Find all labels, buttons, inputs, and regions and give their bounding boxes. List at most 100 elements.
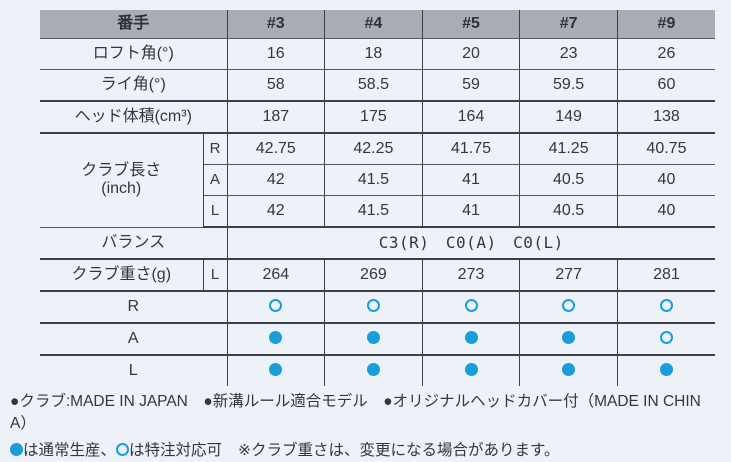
legend-line: は通常生産、 は特注対応可 ※クラブ重さは、変更になる場合があります。 (10, 440, 705, 462)
club-spec-sheet: 番手 #3 #4 #5 #7 #9 ロフト角(°) 16 18 20 23 26 ライ角(°) 58 58.… (0, 10, 731, 462)
availability-mark (519, 291, 618, 324)
col-header-4: #4 (324, 10, 423, 39)
spec-value: 16 (226, 38, 325, 70)
spec-value: 187 (226, 101, 325, 134)
filled-circle-icon (10, 443, 23, 456)
filled-circle-icon (269, 330, 283, 344)
availability-flex-label-L: L (128, 361, 138, 379)
row-label: ヘッド体積(cm³) (40, 101, 228, 134)
col-header-9: #9 (616, 10, 715, 39)
length-value: 41.5 (324, 195, 423, 228)
spec-value: 20 (421, 38, 520, 70)
spec-value: 18 (324, 38, 423, 70)
filled-circle-icon (366, 362, 380, 376)
col-header-5: #5 (421, 10, 520, 39)
weight-value: 277 (519, 259, 618, 292)
availability-flex-label-R: R (40, 291, 228, 324)
availability-mark (324, 355, 423, 386)
spec-value: 59 (421, 69, 520, 102)
filled-circle-icon (464, 330, 478, 344)
flex-label-A: A (202, 164, 228, 196)
header-row: 番手 #3 #4 #5 #7 #9 (40, 10, 715, 39)
row-label-balance: バランス (40, 227, 228, 260)
length-value: 41.25 (519, 133, 618, 165)
legend-open-label: は特注対応可 (129, 442, 223, 459)
product-features-line: ●クラブ:MADE IN JAPAN ●新溝ルール適合モデル ●オリジナルヘッド… (10, 393, 701, 432)
length-value: 42.25 (324, 133, 423, 165)
spec-row: ライ角(°) 58 58.5 59 59.5 60 (40, 69, 715, 102)
weight-change-note: ※クラブ重さは、変更になる場合があります。 (238, 442, 560, 459)
weight-value: 273 (421, 259, 520, 292)
length-value: 40 (616, 164, 715, 196)
availability-row-A: A (40, 323, 715, 356)
availability-mark (616, 291, 715, 324)
spec-value: 23 (519, 38, 618, 70)
availability-mark (226, 291, 325, 324)
filled-circle-icon (464, 362, 478, 376)
spec-value: 58 (226, 69, 325, 102)
length-value: 42 (226, 195, 325, 228)
availability-row-R: R (40, 291, 715, 324)
availability-mark (324, 291, 423, 324)
weight-value: 264 (226, 259, 325, 292)
length-value: 40 (616, 195, 715, 228)
spec-table-body: 番手 #3 #4 #5 #7 #9 ロフト角(°) 16 18 20 23 26 ライ角(°) 58 58.… (40, 10, 715, 386)
footer-notes: ●クラブ:MADE IN JAPAN ●新溝ルール適合モデル ●オリジナルヘッド… (10, 391, 705, 462)
spec-row: ロフト角(°) 16 18 20 23 26 (40, 38, 715, 70)
length-value: 41.5 (324, 164, 423, 196)
length-value: 40.5 (519, 195, 618, 228)
availability-mark (421, 355, 520, 386)
length-label-line1: クラブ長さ (81, 161, 162, 179)
length-value: 41 (421, 195, 520, 228)
col-header-3: #3 (226, 10, 325, 39)
availability-mark (226, 323, 325, 356)
filled-circle-icon (562, 362, 576, 376)
open-circle-icon (464, 298, 478, 312)
col-header-7: #7 (519, 10, 618, 39)
availability-mark (226, 355, 325, 386)
spec-value: 164 (421, 101, 520, 134)
open-circle-icon (659, 298, 673, 312)
spec-value: 58.5 (324, 69, 423, 102)
flex-label-R: R (202, 133, 228, 165)
filled-circle-icon (269, 362, 283, 376)
spec-value: 59.5 (519, 69, 618, 102)
flex-label-L: L (202, 259, 228, 292)
availability-mark (616, 323, 715, 356)
length-row-R: クラブ長さ (inch) R 42.75 42.25 41.75 41.25 40.75 (40, 133, 715, 228)
availability-mark (421, 291, 520, 324)
row-label: ライ角(°) (40, 69, 228, 102)
length-value: 41 (421, 164, 520, 196)
legend-filled-label: は通常生産、 (23, 442, 117, 459)
spec-value: 175 (324, 101, 423, 134)
availability-mark (519, 323, 618, 356)
open-circle-icon (366, 298, 380, 312)
spec-value: 149 (519, 101, 618, 134)
spec-value: 138 (616, 101, 715, 134)
open-circle-icon (659, 330, 673, 344)
weight-value: 269 (324, 259, 423, 292)
length-label-line2: (inch) (101, 180, 142, 198)
filled-circle-icon (366, 330, 380, 344)
spec-value: 60 (616, 69, 715, 102)
length-row-A: A 42 41.5 41 40.5 40 (40, 164, 715, 196)
availability-row-L: L (40, 355, 715, 386)
length-value: 42 (226, 164, 325, 196)
availability-mark (421, 323, 520, 356)
filled-circle-icon (659, 362, 673, 376)
weight-value: 281 (616, 259, 715, 292)
filled-circle-icon (562, 330, 576, 344)
club-spec-table: 番手 #3 #4 #5 #7 #9 ロフト角(°) 16 18 20 23 26 ライ角(°) 58 58.… (40, 10, 715, 386)
availability-flex-label-A: A (40, 323, 228, 356)
length-value: 40.5 (519, 164, 618, 196)
length-value: 40.75 (616, 133, 715, 165)
open-circle-icon (562, 298, 576, 312)
weight-row: クラブ重さ(g) L 264 269 273 277 281 (40, 259, 715, 292)
length-value: 42.75 (226, 133, 325, 165)
balance-value: C3(R) C0(A) C0(L) (226, 227, 715, 260)
open-circle-icon (269, 298, 283, 312)
row-label-club-length: クラブ長さ (inch) (40, 133, 203, 228)
availability-mark (519, 355, 618, 386)
flex-label-L: L (202, 195, 228, 228)
row-label: ロフト角(°) (40, 38, 228, 70)
